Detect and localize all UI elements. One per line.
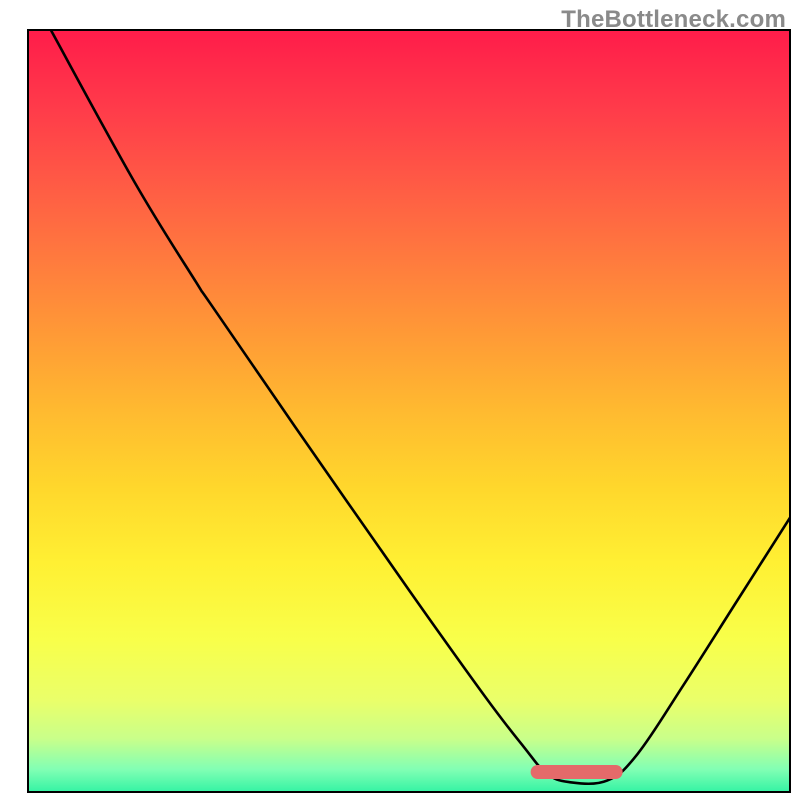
gradient-background [28, 30, 790, 792]
optimal-zone-pill [531, 765, 623, 779]
bottleneck-curve-chart [0, 0, 800, 800]
watermark-text: TheBottleneck.com [561, 6, 786, 34]
chart-container: TheBottleneck.com [0, 0, 800, 800]
